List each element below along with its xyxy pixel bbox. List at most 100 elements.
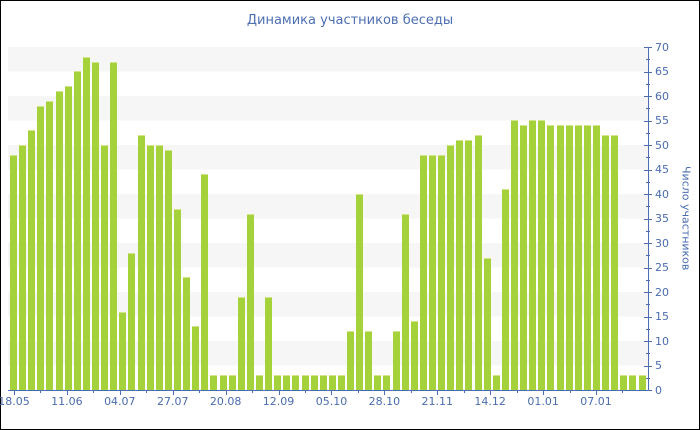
bar bbox=[392, 331, 400, 390]
bar bbox=[565, 125, 573, 390]
bar bbox=[265, 297, 273, 390]
y-tick-label: 15 bbox=[655, 310, 669, 323]
y-tick-label: 0 bbox=[655, 383, 662, 397]
bar bbox=[593, 125, 600, 390]
bar bbox=[574, 125, 582, 390]
bar bbox=[82, 57, 90, 390]
bar bbox=[583, 125, 591, 390]
y-tick-label: 20 bbox=[655, 285, 669, 299]
y-tick-label: 60 bbox=[655, 89, 669, 103]
y-tick-label: 10 bbox=[655, 334, 669, 348]
bar bbox=[492, 375, 500, 390]
bar bbox=[629, 375, 637, 390]
bar bbox=[356, 194, 364, 390]
bar bbox=[292, 375, 300, 390]
x-tick-label: 28.10 bbox=[368, 395, 401, 408]
bar bbox=[55, 91, 63, 390]
bar bbox=[538, 120, 546, 390]
x-major-tick bbox=[172, 390, 174, 395]
bar bbox=[110, 62, 118, 390]
x-major-tick bbox=[14, 390, 15, 395]
bar bbox=[101, 145, 109, 390]
x-tick-label: 14.12 bbox=[474, 395, 506, 408]
bar bbox=[283, 375, 291, 390]
bar bbox=[192, 326, 200, 390]
y-tick-label: 30 bbox=[655, 236, 669, 250]
bar bbox=[374, 375, 382, 390]
bar bbox=[501, 189, 509, 390]
bar bbox=[401, 214, 409, 390]
x-minor-tick bbox=[252, 390, 254, 393]
y-tick-label: 65 bbox=[655, 65, 669, 78]
bar bbox=[73, 71, 81, 390]
bar bbox=[91, 62, 99, 390]
bar bbox=[119, 312, 127, 390]
bar bbox=[483, 258, 491, 390]
x-minor-tick bbox=[40, 390, 42, 393]
x-major-tick bbox=[119, 390, 121, 395]
x-minor-tick bbox=[146, 390, 148, 393]
y-axis-title: Число участников bbox=[679, 166, 693, 271]
x-minor-tick bbox=[463, 390, 465, 393]
x-major-tick bbox=[331, 390, 333, 395]
x-minor-tick bbox=[199, 390, 201, 393]
bar bbox=[219, 375, 227, 390]
bar bbox=[365, 331, 373, 390]
y-tick-label: 55 bbox=[655, 114, 669, 127]
bar bbox=[28, 130, 36, 390]
bar bbox=[128, 253, 136, 390]
bar bbox=[419, 155, 427, 390]
bar bbox=[447, 145, 455, 390]
bar bbox=[602, 135, 610, 390]
x-tick-label: 01.01 bbox=[527, 395, 559, 408]
x-tick-label: 05.10 bbox=[315, 395, 348, 408]
bar bbox=[547, 125, 555, 390]
bar bbox=[520, 125, 528, 390]
x-major-tick bbox=[66, 390, 68, 395]
y-tick-label: 5 bbox=[655, 359, 662, 372]
bar bbox=[438, 155, 446, 390]
x-major-tick bbox=[278, 390, 280, 395]
bar bbox=[511, 120, 519, 390]
bar bbox=[228, 375, 236, 390]
bar bbox=[347, 331, 355, 390]
bar bbox=[620, 375, 628, 390]
plot-area bbox=[8, 47, 648, 390]
bar bbox=[255, 375, 263, 390]
x-major-tick bbox=[225, 390, 227, 395]
bar bbox=[638, 375, 646, 390]
bar bbox=[210, 375, 218, 390]
bar bbox=[456, 140, 464, 390]
bar bbox=[383, 375, 391, 390]
bar bbox=[337, 375, 345, 390]
x-minor-tick bbox=[516, 390, 518, 393]
y-tick-label: 35 bbox=[655, 212, 669, 225]
bar bbox=[19, 145, 27, 390]
bar bbox=[146, 145, 154, 390]
bar bbox=[64, 86, 72, 390]
bar bbox=[410, 321, 418, 390]
y-tick-label: 70 bbox=[655, 40, 669, 54]
bar bbox=[46, 101, 54, 390]
x-tick-label: 12.09 bbox=[262, 395, 295, 408]
bar bbox=[183, 277, 191, 390]
x-minor-tick bbox=[304, 390, 306, 393]
bar bbox=[10, 155, 17, 390]
bar bbox=[310, 375, 318, 390]
bar bbox=[611, 135, 619, 390]
chart-title: Динамика участников беседы bbox=[246, 13, 454, 28]
bar bbox=[155, 145, 163, 390]
x-tick-label: 07.01 bbox=[580, 395, 612, 408]
x-major-tick bbox=[595, 390, 597, 395]
bar bbox=[556, 125, 564, 390]
x-minor-tick bbox=[622, 390, 624, 393]
bar bbox=[274, 375, 282, 390]
x-tick-labels: 18.05 11.06 04.07 27.07 20.08 12.09 05.10 28.10… bbox=[0, 395, 700, 409]
x-minor-tick bbox=[569, 390, 571, 393]
y-tick-label: 25 bbox=[655, 261, 669, 274]
y-tick-labels: 0 5 10 15 20 25 30 35 40 45 50 55 60 65 70 bbox=[655, 41, 685, 397]
bar bbox=[429, 155, 437, 390]
bar bbox=[319, 375, 327, 390]
bars bbox=[10, 47, 646, 390]
x-major-tick bbox=[490, 390, 492, 395]
